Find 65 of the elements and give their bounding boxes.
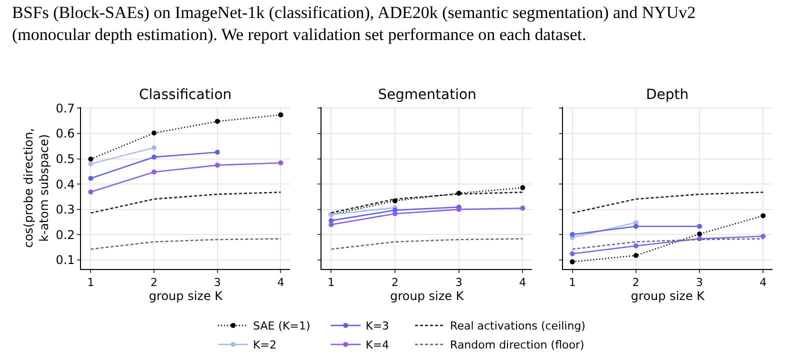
legend-label: Random direction (floor) bbox=[450, 338, 584, 352]
point bbox=[88, 176, 94, 181]
point bbox=[570, 259, 575, 264]
x-tick-label: 3 bbox=[455, 276, 462, 290]
legend-label: K=3 bbox=[366, 320, 390, 333]
chart-title: Depth bbox=[646, 87, 689, 103]
point bbox=[570, 251, 575, 256]
x-tick-label: 1 bbox=[328, 276, 335, 290]
x-tick-label: 3 bbox=[214, 276, 221, 290]
point bbox=[328, 222, 334, 228]
x-tick-label: 3 bbox=[696, 276, 704, 290]
y-tick-label: 0.2 bbox=[56, 228, 75, 242]
point bbox=[328, 218, 334, 224]
point bbox=[152, 154, 157, 160]
point bbox=[760, 234, 766, 239]
y-tick-label: 0.4 bbox=[56, 177, 75, 192]
line-series bbox=[90, 192, 282, 214]
legend-label: K=2 bbox=[253, 338, 276, 352]
x-axis-title: group size K bbox=[390, 289, 465, 304]
chart-title: Segmentation bbox=[378, 87, 476, 103]
x-axis-title: group size K bbox=[630, 289, 706, 304]
point bbox=[697, 231, 702, 236]
point bbox=[88, 156, 94, 162]
text: BSFs (Block-SAEs) on ImageNet-1k (classification), ADE20k (semantic segmentation) and NYUv2 bbox=[12, 3, 696, 22]
y-tick-label: 0.1 bbox=[56, 253, 75, 268]
line-series bbox=[90, 238, 282, 250]
text: (monocular depth estimation). We report validation set performance on each dataset. bbox=[12, 25, 586, 44]
point bbox=[88, 189, 94, 194]
x-tick-label: 4 bbox=[519, 276, 526, 290]
point bbox=[152, 130, 157, 136]
point bbox=[152, 170, 157, 174]
x-tick-label: 4 bbox=[760, 276, 767, 290]
y-tick-label: 0.6 bbox=[56, 126, 75, 141]
point bbox=[88, 161, 94, 166]
point bbox=[633, 243, 638, 248]
x-tick-label: 2 bbox=[392, 276, 399, 290]
y-axis-title: cos(probe direction, k-atom subspace) bbox=[21, 128, 52, 248]
x-tick-label: 4 bbox=[277, 276, 284, 290]
point bbox=[520, 206, 526, 211]
point bbox=[214, 118, 220, 124]
point bbox=[278, 112, 284, 118]
legend-label: Real activations (ceiling) bbox=[450, 320, 586, 333]
x-tick-label: 2 bbox=[632, 276, 640, 290]
point bbox=[214, 150, 220, 155]
point bbox=[570, 232, 575, 237]
y-tick-label: 0.7 bbox=[56, 101, 75, 116]
point bbox=[392, 211, 398, 216]
point bbox=[392, 198, 398, 204]
y-tick-label: 0.3 bbox=[56, 202, 75, 217]
legend-label: K=4 bbox=[366, 338, 390, 352]
point bbox=[760, 213, 766, 218]
point bbox=[214, 162, 220, 168]
point bbox=[633, 224, 638, 229]
x-tick-label: 2 bbox=[150, 276, 158, 290]
x-tick-label: 1 bbox=[568, 276, 576, 290]
point bbox=[697, 224, 702, 229]
x-tick-label: 1 bbox=[87, 276, 94, 290]
legend-label: SAE (K=1) bbox=[253, 320, 310, 333]
point bbox=[633, 252, 638, 258]
x-axis-title: group size K bbox=[148, 289, 224, 304]
point bbox=[278, 160, 284, 166]
point bbox=[152, 145, 157, 150]
point bbox=[520, 185, 526, 190]
chart-title: Classification bbox=[139, 87, 232, 103]
y-tick-label: 0.5 bbox=[56, 152, 75, 166]
